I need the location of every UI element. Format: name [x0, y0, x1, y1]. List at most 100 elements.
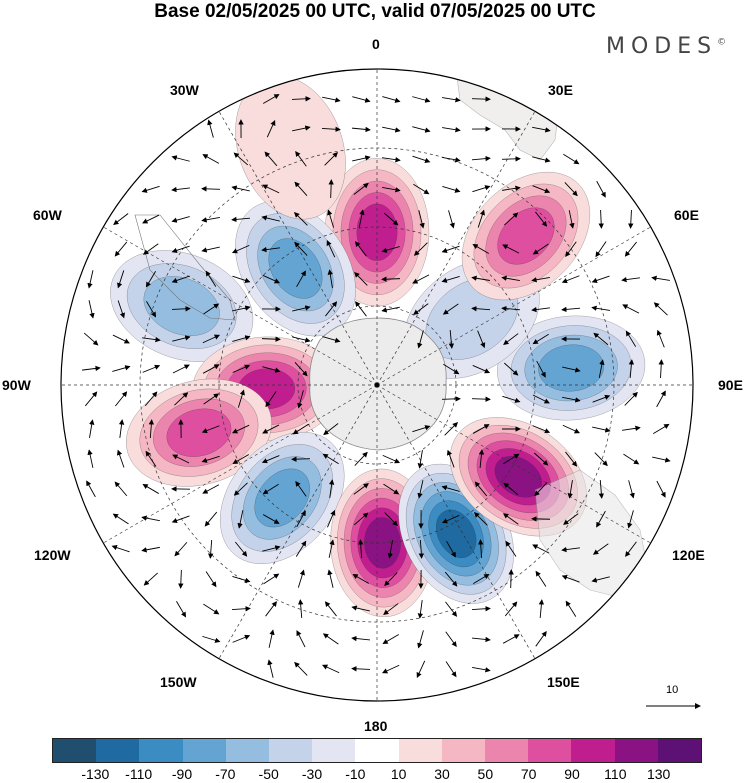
wind-vector-arrow — [532, 544, 550, 554]
south-america-outline — [134, 214, 236, 321]
anomaly-neg-lon35e — [235, 200, 356, 337]
wind-vector-arrow — [441, 485, 460, 492]
wind-vector-arrow — [503, 453, 520, 465]
wind-vector-arrow — [171, 275, 190, 284]
wind-vector-arrow — [441, 276, 460, 283]
wind-vector-arrow — [291, 96, 311, 102]
wind-vector-arrow — [592, 426, 611, 433]
wind-vector-arrow — [204, 511, 218, 527]
wind-vector-arrow — [84, 391, 98, 407]
wind-vector-arrow — [473, 573, 490, 584]
wind-vector-arrow — [142, 364, 161, 373]
wind-vector-arrow — [502, 244, 520, 254]
meridian-line — [218, 111, 378, 386]
wind-vector-arrow — [88, 300, 95, 319]
wind-vector-arrow — [325, 301, 338, 317]
wind-vector-arrow — [328, 479, 335, 498]
wind-vector-arrow — [472, 364, 491, 374]
wind-vector-arrow — [261, 336, 281, 342]
wind-vector-arrow — [382, 634, 399, 644]
meridian-line — [218, 384, 378, 659]
wind-vector-arrow — [83, 332, 99, 346]
wind-vector-arrow — [297, 569, 305, 588]
wind-vector-arrow — [268, 629, 275, 648]
wind-vector-arrow — [296, 270, 306, 288]
wind-vector-arrow — [82, 365, 101, 372]
wind-vector-arrow — [501, 275, 520, 281]
wind-vector-arrow — [474, 481, 488, 497]
wind-vector-arrow — [171, 216, 190, 223]
wind-vector-arrow — [232, 634, 251, 643]
wind-vector-arrow — [295, 150, 307, 167]
wind-vector-arrow — [171, 155, 190, 162]
wind-vector-arrow — [327, 509, 336, 528]
wind-vector-arrow — [262, 545, 281, 552]
reference-vector-label: 10 — [666, 684, 679, 696]
colorbar-segment — [225, 739, 270, 762]
wind-vector-arrow — [171, 306, 191, 312]
colorbar-segment — [571, 739, 615, 762]
wind-vector-arrow — [201, 186, 221, 192]
wind-vector-arrow — [113, 213, 129, 226]
wind-vector-arrow — [471, 606, 491, 612]
colorbar-segment — [139, 739, 183, 762]
wind-vector-arrow — [328, 179, 334, 199]
wind-vector-arrow — [502, 634, 520, 644]
wind-vector-arrow — [114, 481, 128, 497]
wind-vector-arrow — [441, 245, 460, 253]
wind-vector-arrow — [441, 396, 461, 402]
wind-vector-arrow — [232, 454, 250, 464]
wind-vector-arrow — [322, 336, 341, 343]
wind-vector-arrow — [145, 450, 157, 467]
wind-vector-arrow — [352, 574, 370, 584]
wind-vector-arrow — [622, 304, 640, 314]
wind-vector-arrow — [265, 391, 277, 408]
wind-vector-arrow — [295, 540, 307, 557]
wind-vector-arrow — [417, 330, 424, 349]
wind-vector-arrow — [233, 152, 249, 166]
wind-vector-arrow — [658, 359, 664, 379]
wind-vector-arrow — [535, 630, 547, 647]
wind-vector-arrow — [564, 182, 578, 197]
wind-vector-arrow — [535, 570, 547, 587]
wind-vector-arrow — [565, 241, 577, 258]
wind-vector-arrow — [443, 363, 460, 375]
wind-vector-arrow — [444, 571, 458, 587]
meridian-line — [376, 111, 536, 386]
wind-vector-arrow — [262, 94, 280, 104]
wind-vector-arrow — [353, 182, 369, 195]
wind-vector-arrow — [326, 240, 336, 258]
wind-vector-arrow — [294, 661, 308, 676]
wind-vector-arrow — [656, 329, 665, 348]
wind-vector-arrow — [625, 330, 637, 347]
colorbar-tick-label: 50 — [477, 766, 494, 782]
wind-vector-arrow — [321, 126, 341, 132]
wind-vector-arrow — [203, 303, 220, 315]
wind-vector-arrow — [504, 601, 518, 617]
wind-vector-arrow — [112, 334, 130, 344]
wind-vector-arrow — [656, 390, 666, 408]
wind-vector-arrow — [624, 241, 637, 257]
wind-vector-arrow — [116, 449, 125, 468]
wind-vector-arrow — [267, 659, 274, 678]
wind-vector-arrow — [628, 209, 634, 229]
colorbar-segment — [312, 739, 356, 762]
wind-vector-arrow — [591, 305, 610, 311]
wind-vector-arrow — [417, 450, 423, 469]
colorbar-tick-label: -30 — [301, 766, 323, 782]
wind-vector-arrow — [417, 600, 424, 619]
wind-vector-arrow — [534, 482, 548, 497]
wind-vector-arrow — [444, 422, 459, 436]
wind-vector-arrow — [207, 539, 214, 559]
wind-vector-arrow — [171, 245, 190, 253]
wind-vector-arrow — [262, 483, 279, 495]
wind-vector-arrow — [87, 270, 94, 289]
wind-vector-arrow — [622, 425, 641, 432]
wind-vector-arrow — [117, 300, 125, 319]
colorbar-tick-label: 10 — [390, 766, 407, 782]
wind-vector-arrow — [262, 424, 280, 434]
lon-label-30w: 30W — [170, 82, 199, 98]
colorbar-segment — [485, 739, 529, 762]
wind-vector-arrow — [413, 242, 428, 256]
wind-vector-arrow — [596, 510, 606, 528]
